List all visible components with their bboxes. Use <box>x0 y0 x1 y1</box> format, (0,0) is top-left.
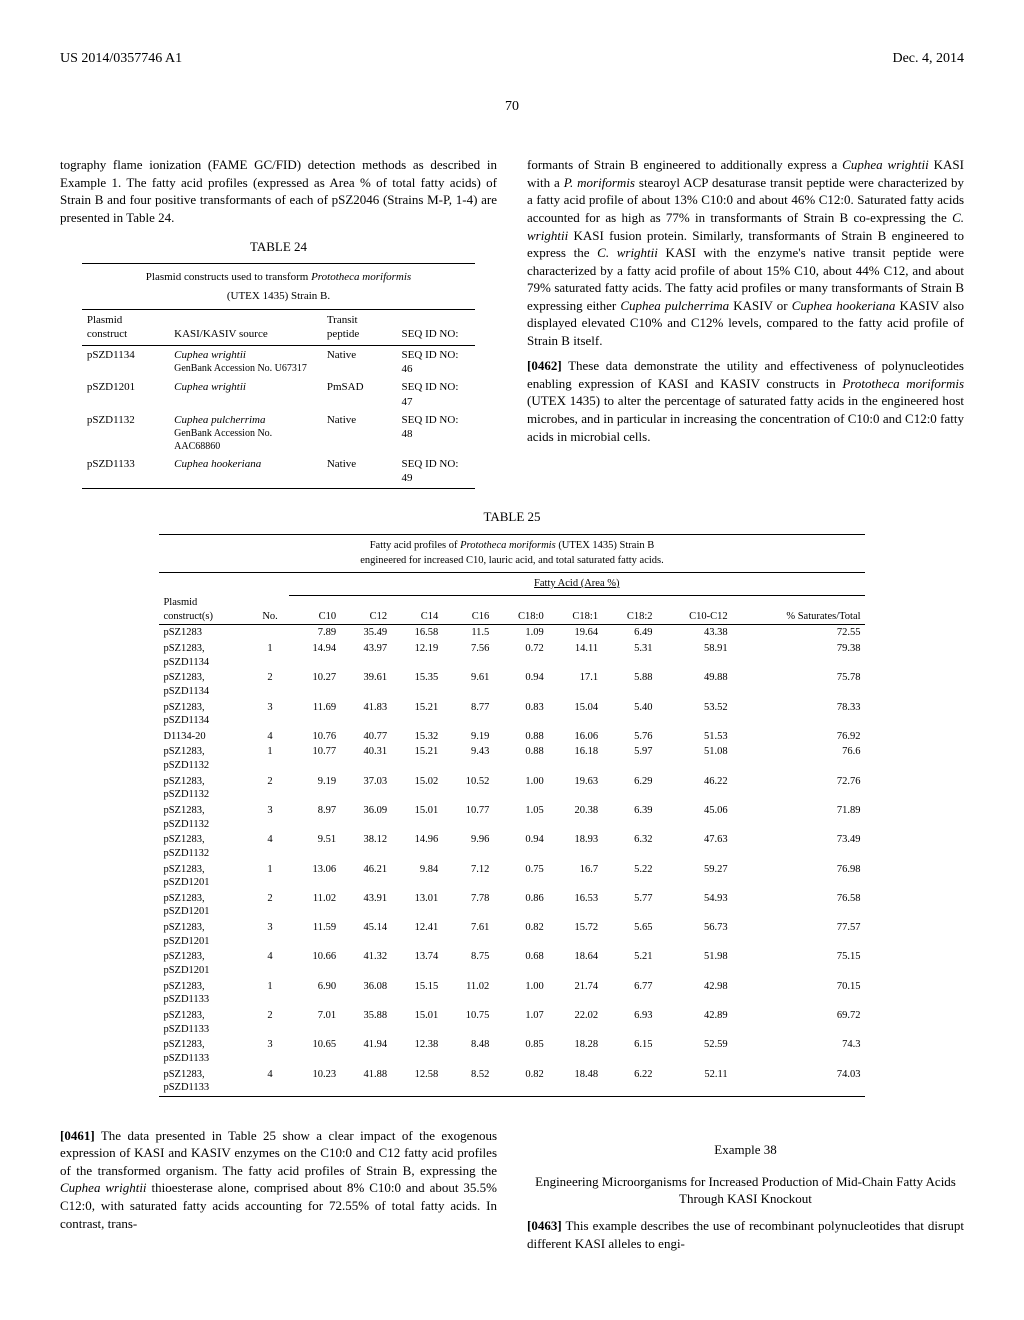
table24-caption-2: (UTEX 1435) Strain B. <box>227 290 330 302</box>
table24-h1: Plasmid construct <box>82 310 169 346</box>
table24-row: pSZD1132Cuphea pulcherrimaGenBank Access… <box>82 411 475 455</box>
table24-h3: Transit peptide <box>322 310 397 346</box>
left-column: tography flame ionization (FAME GC/FID) … <box>60 156 497 488</box>
table25-row: pSZ1283, pSZD1133310.6541.9412.388.480.8… <box>159 1037 864 1066</box>
table24-row: pSZD1134Cuphea wrightiiGenBank Accession… <box>82 345 475 378</box>
table25-row: pSZ1283, pSZD113327.0135.8815.0110.751.0… <box>159 1008 864 1037</box>
example-38-subtitle: Engineering Microorganisms for Increased… <box>527 1174 964 1208</box>
table24-h4: SEQ ID NO: <box>397 310 476 346</box>
top-two-column: tography flame ionization (FAME GC/FID) … <box>60 156 964 488</box>
t25-h6: C16 <box>442 595 493 625</box>
table-25: Fatty acid profiles of Prototheca morifo… <box>159 534 864 1097</box>
patent-number: US 2014/0357746 A1 <box>60 50 182 68</box>
t25-h10: C10-C12 <box>656 595 731 625</box>
para-0463: [0463] This example describes the use of… <box>527 1217 964 1252</box>
table24-row: pSZD1133Cuphea hookerianaNativeSEQ ID NO… <box>82 455 475 488</box>
bottom-two-column: [0461] The data presented in Table 25 sh… <box>60 1127 964 1253</box>
table25-row: pSZ1283, pSZD1132110.7740.3115.219.430.8… <box>159 744 864 773</box>
table25-row: pSZ1283, pSZD1133410.2341.8812.588.520.8… <box>159 1067 864 1097</box>
table25-row: pSZ1283, pSZD113238.9736.0915.0110.771.0… <box>159 803 864 832</box>
t25-h9: C18:2 <box>602 595 656 625</box>
table24-h2: KASI/KASIV source <box>169 310 322 346</box>
table25-title: TABLE 25 <box>60 509 964 526</box>
example-38-title: Example 38 <box>527 1142 964 1159</box>
table-24: Plasmid constructs used to transform Pro… <box>82 263 475 488</box>
page-header: US 2014/0357746 A1 Dec. 4, 2014 <box>60 50 964 68</box>
table25-row: pSZ1283, pSZD113316.9036.0815.1511.021.0… <box>159 979 864 1008</box>
t25-h7: C18:0 <box>493 595 547 625</box>
table25-row: pSZ1283, pSZD113249.5138.1214.969.960.94… <box>159 832 864 861</box>
table25-group-header: Fatty Acid (Area %) <box>534 578 619 589</box>
table25-row: pSZ1283, pSZD1134210.2739.6115.359.610.9… <box>159 670 864 699</box>
table25-row: pSZ1283, pSZD1134114.9443.9712.197.560.7… <box>159 641 864 670</box>
t25-h11: % Saturates/Total <box>732 595 865 625</box>
table25-row: pSZ1283, pSZD113229.1937.0315.0210.521.0… <box>159 774 864 803</box>
patent-date: Dec. 4, 2014 <box>892 50 964 68</box>
table24-caption-1: Plasmid constructs used to transform <box>146 271 309 283</box>
table24-caption-italic: Prototheca moriformis <box>311 271 411 283</box>
t25-h8: C18:1 <box>548 595 602 625</box>
bottom-left-column: [0461] The data presented in Table 25 sh… <box>60 1127 497 1253</box>
table25-row: pSZ1283, pSZD1201410.6641.3213.748.750.6… <box>159 949 864 978</box>
intro-paragraph: tography flame ionization (FAME GC/FID) … <box>60 156 497 226</box>
bottom-right-column: Example 38 Engineering Microorganisms fo… <box>527 1127 964 1253</box>
table24-title: TABLE 24 <box>60 239 497 256</box>
t25-h2: No. <box>251 595 289 625</box>
right-para1: formants of Strain B engineered to addit… <box>527 156 964 349</box>
right-column: formants of Strain B engineered to addit… <box>527 156 964 488</box>
t25-h1: Plasmid construct(s) <box>159 595 251 625</box>
para-0462: [0462] These data demonstrate the utilit… <box>527 357 964 445</box>
table25-row: pSZ1283, pSZD1201113.0646.219.847.120.75… <box>159 862 864 891</box>
t25-h3: C10 <box>289 595 340 625</box>
table25-row: D1134-20410.7640.7715.329.190.8816.065.7… <box>159 729 864 745</box>
t25-h4: C12 <box>340 595 391 625</box>
para-0461: [0461] The data presented in Table 25 sh… <box>60 1127 497 1232</box>
t25-h5: C14 <box>391 595 442 625</box>
table25-row: pSZ12837.8935.4916.5811.51.0919.646.4943… <box>159 625 864 641</box>
table25-row: pSZ1283, pSZD1201211.0243.9113.017.780.8… <box>159 891 864 920</box>
page-number: 70 <box>60 98 964 116</box>
table25-section: TABLE 25 Fatty acid profiles of Protothe… <box>60 509 964 1097</box>
table25-row: pSZ1283, pSZD1201311.5945.1412.417.610.8… <box>159 920 864 949</box>
table25-row: pSZ1283, pSZD1134311.6941.8315.218.770.8… <box>159 700 864 729</box>
table24-row: pSZD1201Cuphea wrightiiPmSADSEQ ID NO: 4… <box>82 378 475 411</box>
